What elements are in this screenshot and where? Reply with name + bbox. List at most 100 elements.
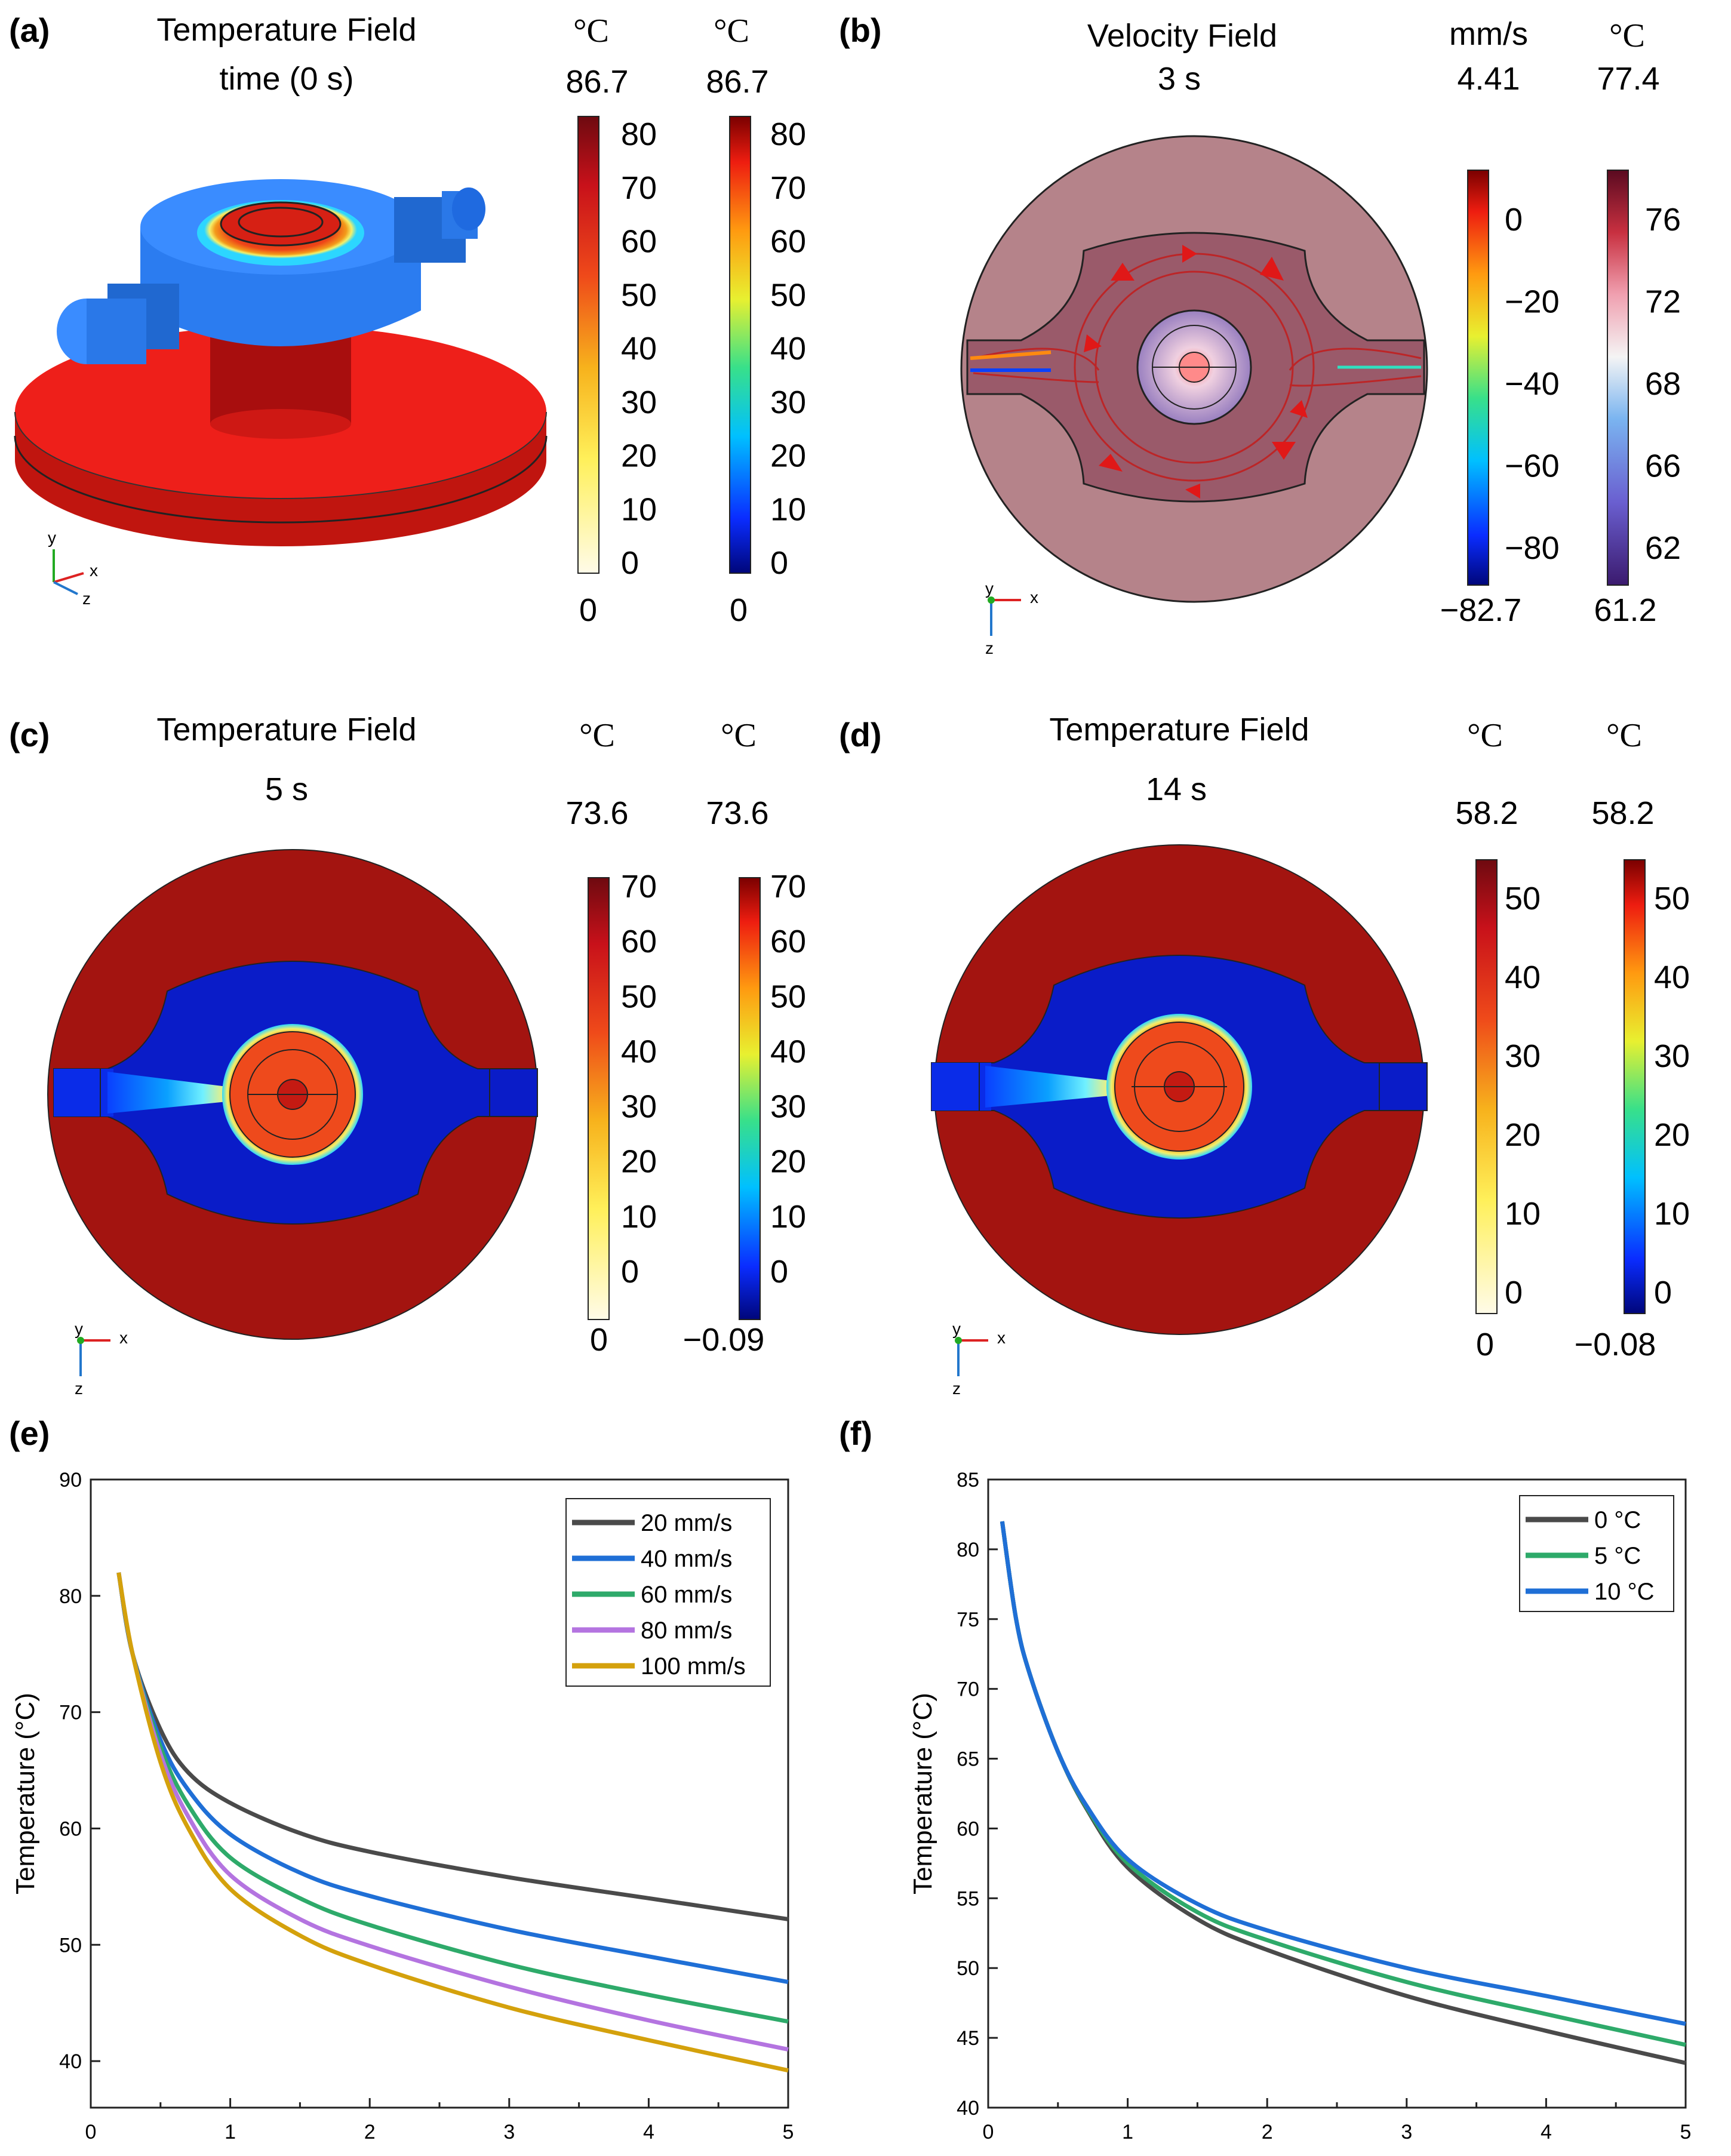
colorbar-unit: °C: [579, 717, 615, 754]
colorbar-unit: °C: [1467, 717, 1503, 754]
colorbar-tick-label: 68: [1645, 366, 1681, 402]
colorbar-max: 73.6: [706, 795, 768, 831]
colorbar-tick-label: 40: [1505, 959, 1541, 995]
colorbar-c1: °C 73.6 0 70 60 50 40 30 20 10 0: [565, 717, 657, 1358]
panel-d-subtitle: 14 s: [1146, 771, 1207, 807]
axis-x-label: x: [119, 1328, 128, 1347]
colorbar-tick-label: 30: [1654, 1038, 1690, 1074]
legend-entry: 40 mm/s: [641, 1546, 732, 1572]
axis-x-label: x: [997, 1328, 1006, 1347]
colorbar-tick-label: 30: [770, 1089, 806, 1125]
velocity-field-view: [960, 135, 1428, 603]
panel-b-subtitle: 3 s: [1158, 61, 1201, 97]
colorbar-tick-label: 30: [770, 385, 806, 420]
y-tick-label: 85: [957, 1469, 979, 1491]
x-tick-label: 1: [1122, 2121, 1133, 2143]
colorbar-tick-label: 62: [1645, 530, 1681, 566]
colorbar-tick-label: −80: [1505, 530, 1560, 566]
colorbar-tick-label: 60: [621, 224, 657, 260]
axis-y-label: y: [952, 1320, 961, 1338]
colorbar-tick-label: 70: [770, 170, 806, 206]
y-axis-label: Temperature (°C): [11, 1693, 40, 1894]
y-tick-label: 75: [957, 1608, 979, 1631]
colorbar-tick-label: 20: [621, 1144, 657, 1180]
axis-triad-d: y x z: [952, 1320, 1006, 1398]
colorbar-tick-label: 30: [621, 385, 657, 420]
y-tick-label: 70: [59, 1702, 82, 1724]
x-tick-label: 0: [983, 2121, 994, 2143]
axis-triad-c: y x z: [75, 1320, 128, 1398]
y-tick-label: 90: [59, 1469, 82, 1491]
colorbar-tick-label: 50: [621, 277, 657, 313]
colorbar-tick-label: 70: [621, 170, 657, 206]
colorbar-tick-label: 20: [1505, 1117, 1541, 1153]
axis-y-label: y: [48, 528, 56, 547]
x-tick-label: 4: [643, 2121, 654, 2143]
colorbar-b1: mm/s 4.41 −82.7 0 −20 −40 −60 −80: [1440, 16, 1560, 628]
legend-entry: 20 mm/s: [641, 1510, 732, 1536]
colorbar-tick-label: 30: [621, 1089, 657, 1125]
colorbar-min: 0: [1476, 1327, 1494, 1363]
colorbar-tick-label: 20: [1654, 1117, 1690, 1153]
y-tick-label: 60: [59, 1817, 82, 1840]
axis-z-label: z: [952, 1379, 961, 1398]
panel-d-label: (d): [839, 716, 882, 753]
colorbar-tick-label: 72: [1645, 284, 1681, 320]
panel-d: (d) Temperature Field 14 s y x z °C: [839, 712, 1690, 1398]
colorbar-tick-label: 40: [770, 331, 806, 367]
legend-entry: 5 °C: [1594, 1543, 1641, 1569]
axis-y-label: y: [985, 579, 994, 598]
panel-b-title: Velocity Field: [1087, 18, 1277, 54]
axis-triad-a: y x z: [48, 528, 98, 608]
y-tick-label: 40: [957, 2097, 979, 2120]
colorbar-d2: °C 58.2 −0.08 50 40 30 20 10 0: [1575, 717, 1690, 1363]
x-tick-label: 2: [1262, 2121, 1273, 2143]
colorbar-c2: °C 73.6 −0.09 70 60 50 40 30 20 10 0: [683, 717, 806, 1358]
colorbar-unit: °C: [1609, 17, 1645, 54]
colorbar-min: −82.7: [1440, 592, 1522, 628]
y-tick-label: 65: [957, 1748, 979, 1771]
y-tick-label: 45: [957, 2027, 979, 2050]
colorbar-min: 0: [730, 592, 748, 628]
panel-b: (b) Velocity Field 3 s: [839, 11, 1681, 657]
colorbar-max: 77.4: [1597, 61, 1659, 97]
colorbar-tick-label: 40: [621, 331, 657, 367]
colorbar-tick-label: 10: [621, 1199, 657, 1235]
series-line-2: [1000, 1521, 1686, 2026]
colorbar-tick-label: 50: [770, 979, 806, 1014]
colorbar-tick-label: 50: [621, 979, 657, 1014]
panel-a-label: (a): [9, 11, 50, 49]
temperature-field-14s: [931, 844, 1428, 1335]
legend-entry: 0 °C: [1594, 1507, 1641, 1533]
x-tick-label: 4: [1541, 2121, 1552, 2143]
axis-x-label: x: [90, 561, 98, 580]
y-tick-label: 50: [59, 1934, 82, 1957]
colorbar-tick-label: −60: [1505, 448, 1560, 484]
colorbar-tick-label: 30: [1505, 1038, 1541, 1074]
axis-z-label: z: [82, 589, 91, 608]
panel-d-title: Temperature Field: [1049, 712, 1309, 748]
colorbar-tick-label: 60: [770, 224, 806, 260]
chart-e: (e)012345405060708090Time (s)Temperature…: [9, 1414, 794, 2143]
panel-c-title: Temperature Field: [156, 712, 416, 748]
colorbar-tick-label: 10: [1654, 1196, 1690, 1232]
y-tick-label: 80: [957, 1539, 979, 1561]
colorbar-tick-label: 10: [1505, 1196, 1541, 1232]
colorbar-d1: °C 58.2 0 50 40 30 20 10 0: [1455, 717, 1541, 1363]
y-tick-label: 80: [59, 1585, 82, 1608]
colorbar-min: 0: [579, 592, 597, 628]
colorbar-tick-label: 40: [621, 1034, 657, 1069]
colorbar-tick-label: 70: [621, 869, 657, 905]
colorbar-max: 86.7: [565, 64, 628, 100]
colorbar-tick-label: 20: [621, 438, 657, 474]
axis-x-label: x: [1030, 588, 1038, 607]
colorbar-tick-label: 0: [1505, 1275, 1523, 1311]
x-tick-label: 5: [1680, 2121, 1692, 2143]
x-tick-label: 3: [1401, 2121, 1412, 2143]
x-tick-label: 1: [225, 2121, 236, 2143]
colorbar-max: 73.6: [565, 795, 628, 831]
panel-b-label: (b): [839, 11, 882, 49]
temperature-field-5s: [47, 849, 538, 1340]
colorbar-tick-label: 70: [770, 869, 806, 905]
axis-y-label: y: [75, 1320, 83, 1338]
